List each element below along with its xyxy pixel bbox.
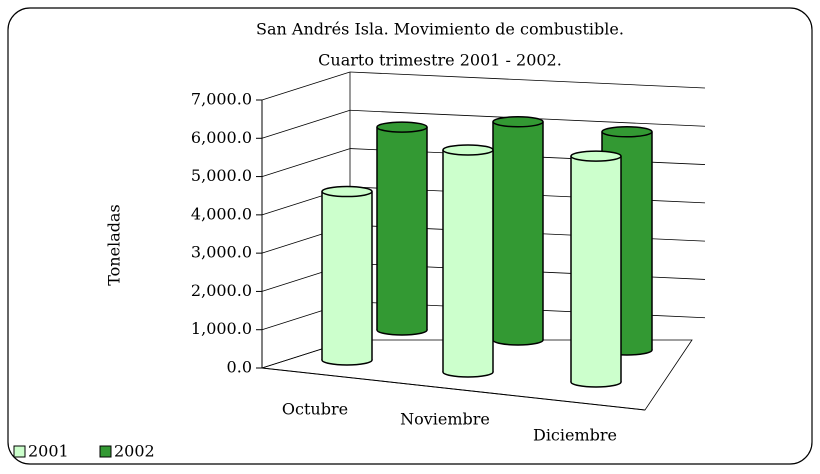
bar — [377, 127, 427, 330]
x-axis — [261, 367, 646, 411]
bar-top — [442, 144, 494, 156]
bar-top — [492, 116, 544, 128]
grid-line — [261, 109, 351, 139]
bar-top — [570, 150, 622, 162]
bar — [571, 156, 621, 382]
legend-swatch — [13, 445, 26, 458]
y-tick-label: 1,000.0 — [191, 319, 252, 338]
y-tick-label: 5,000.0 — [191, 166, 252, 185]
chart-subtitle: Cuarto trimestre 2001 - 2002. — [318, 51, 562, 70]
bar-top — [321, 185, 373, 198]
chart-title: San Andrés Isla. Movimiento de combustib… — [256, 20, 624, 39]
y-axis-label: Toneladas — [105, 204, 124, 285]
bar — [493, 121, 543, 341]
bar — [443, 149, 493, 372]
y-tick-label: 2,000.0 — [191, 281, 252, 300]
y-tick-label: 6,000.0 — [191, 128, 252, 147]
y-tick-label: 3,000.0 — [191, 243, 252, 262]
bar-top — [601, 126, 653, 138]
y-tick-label: 7,000.0 — [191, 90, 252, 109]
y-tick-label: 4,000.0 — [191, 204, 252, 223]
legend-label: 2002 — [114, 442, 155, 461]
x-tick-label: Noviembre — [400, 410, 490, 429]
x-tick-label: Diciembre — [533, 426, 617, 445]
legend-label: 2001 — [28, 442, 69, 461]
bar — [322, 191, 372, 360]
legend-swatch — [99, 445, 112, 458]
grid-line — [261, 148, 351, 177]
bar-top — [376, 121, 428, 133]
y-tick-label: 0.0 — [227, 358, 252, 377]
grid-line — [349, 71, 706, 89]
x-tick-label: Octubre — [282, 400, 348, 419]
grid-line — [261, 71, 351, 101]
